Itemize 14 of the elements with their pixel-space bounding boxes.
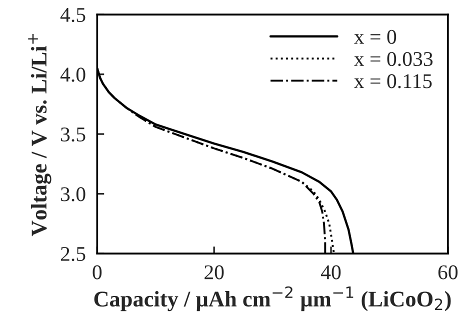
y-tick-label: 2.5	[60, 246, 86, 262]
y-tick-label: 3.0	[61, 187, 86, 202]
y-tick-label: 4.0	[60, 68, 86, 82]
legend-label: x = 0.033	[354, 52, 433, 66]
legend-label: x = 0.115	[354, 74, 432, 88]
x-axis-title: Capacity / µAh cm$^{−2}$ µm$^{−1}$ (LiCoO$_{2}$)	[94, 286, 451, 312]
y-axis-title: Voltage / V vs. Li/Li$^{+}$	[28, 34, 52, 236]
x-tick-label: 60	[438, 265, 458, 280]
y-tick-label: 3.5	[61, 127, 86, 142]
x-tick-label: 20	[204, 265, 224, 280]
x-tick-label: 0	[92, 265, 102, 280]
y-tick-label: 4.5	[60, 8, 86, 22]
legend-label: x = 0	[354, 30, 396, 44]
x-tick-label: 40	[321, 265, 341, 280]
